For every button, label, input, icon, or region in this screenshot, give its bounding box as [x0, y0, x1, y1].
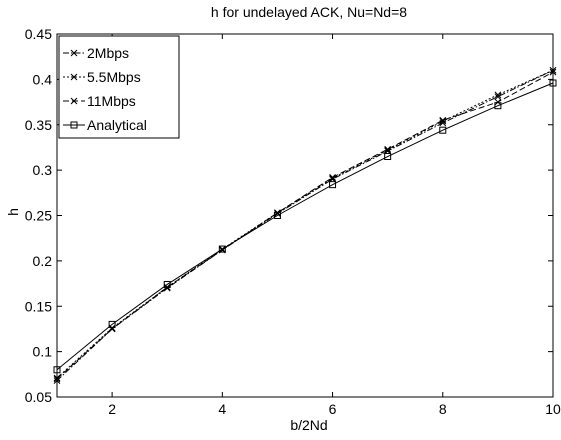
legend-swatch-marker [70, 97, 78, 105]
x-axis-label: b/2Nd [290, 417, 327, 433]
data-point [549, 68, 557, 76]
chart-title: h for undelayed ACK, Nu=Nd=8 [211, 4, 407, 20]
legend-swatch-marker [70, 49, 78, 57]
y-tick-label: 0.15 [25, 298, 52, 314]
data-point [549, 66, 557, 74]
series-analytical [53, 79, 557, 374]
data-point [53, 366, 61, 374]
y-tick-label: 0.05 [25, 389, 52, 405]
data-point [53, 374, 61, 382]
data-point [494, 102, 502, 110]
data-point [53, 375, 61, 383]
data-point [53, 377, 61, 385]
legend-label: 5.5Mbps [87, 69, 141, 85]
legend-entry: Analytical [63, 117, 147, 133]
data-point [274, 210, 281, 218]
series-line [56, 69, 554, 382]
y-tick-label: 0.35 [25, 117, 52, 133]
legend-label: 2Mbps [87, 45, 129, 61]
series-line [56, 82, 554, 371]
legend-swatch-marker [70, 73, 78, 81]
legend-entry: 2Mbps [63, 45, 129, 61]
data-point [218, 245, 226, 253]
data-point [384, 153, 392, 161]
x-tick-label: 2 [108, 401, 116, 417]
data-point [384, 145, 392, 153]
data-point [549, 79, 557, 87]
series-line [56, 71, 554, 380]
data-point [273, 212, 281, 219]
y-axis-label: h [5, 208, 21, 216]
y-tick-label: 0.1 [33, 344, 53, 360]
data-point [163, 280, 171, 288]
legend-label: 11Mbps [87, 93, 136, 109]
y-tick-label: 0.25 [25, 208, 52, 224]
y-tick-label: 0.2 [33, 253, 53, 269]
x-tick-label: 8 [439, 401, 447, 417]
y-tick-label: 0.45 [25, 26, 52, 42]
x-tick-label: 10 [545, 401, 561, 417]
data-point [494, 98, 502, 106]
legend-label: Analytical [87, 117, 147, 133]
data-point [494, 91, 502, 99]
x-tick-label: 4 [218, 401, 226, 417]
legend-entry: 5.5Mbps [63, 69, 141, 85]
y-tick-label: 0.3 [33, 162, 53, 178]
data-point [494, 93, 502, 100]
legend-swatch-marker [70, 121, 78, 129]
y-tick-label: 0.4 [33, 71, 53, 87]
legend-entry: 11Mbps [63, 93, 136, 109]
legend: 2Mbps 5.5Mbps 11Mbps Analytical [58, 35, 180, 139]
data-point [108, 320, 116, 328]
data-point [329, 174, 336, 181]
data-point [439, 116, 447, 124]
x-tick-label: 6 [329, 401, 337, 417]
data-point [329, 181, 337, 189]
series-11mbps [53, 68, 557, 383]
data-point [439, 126, 447, 134]
